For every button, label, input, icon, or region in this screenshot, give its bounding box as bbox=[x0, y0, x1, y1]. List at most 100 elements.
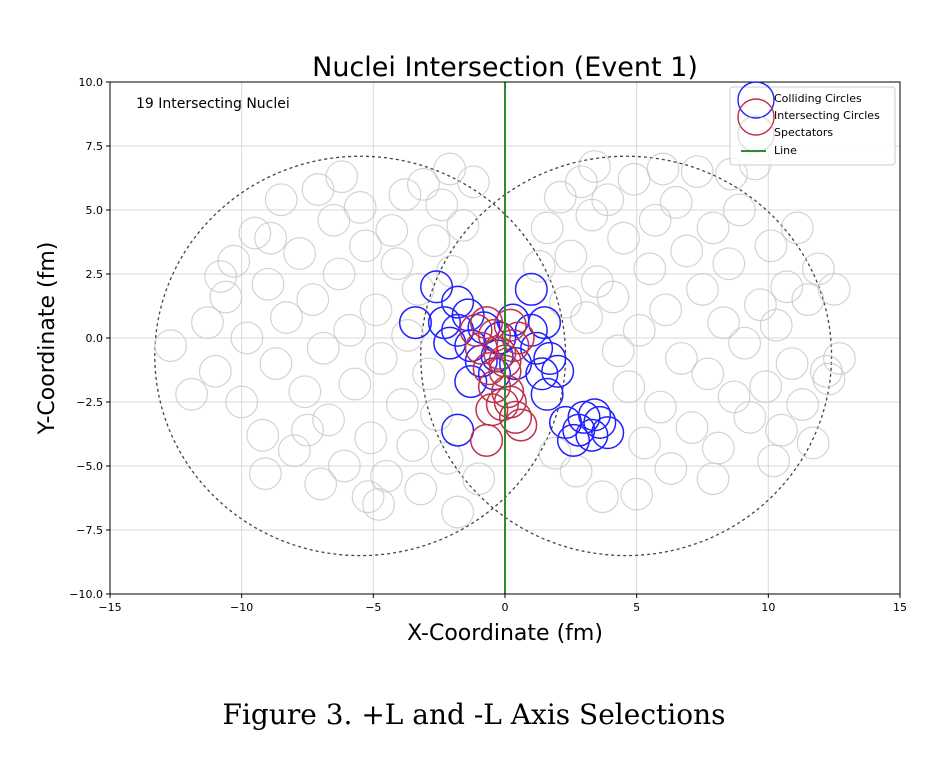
spectator-circle bbox=[288, 375, 322, 409]
x-axis-label: X-Coordinate (fm) bbox=[407, 621, 603, 646]
colliding-circle bbox=[541, 354, 575, 388]
spectator-circle bbox=[522, 249, 556, 283]
x-tick-label: 10 bbox=[761, 601, 775, 614]
spectator-circle bbox=[370, 459, 403, 493]
colliding-circle bbox=[433, 326, 467, 360]
spectator-circle bbox=[670, 234, 704, 268]
spectator-circle bbox=[425, 188, 459, 222]
colliding-circle bbox=[583, 405, 617, 440]
legend-intersecting-marker bbox=[737, 98, 775, 136]
x-tick-label: −15 bbox=[98, 601, 121, 614]
spectator-circle bbox=[277, 434, 311, 468]
colliding-circle bbox=[591, 416, 625, 450]
spectator-circle bbox=[691, 357, 725, 391]
colliding-circle bbox=[567, 400, 601, 434]
spectator-circle bbox=[154, 329, 187, 363]
spectator-circle bbox=[823, 342, 856, 375]
colliding-circle bbox=[498, 347, 533, 381]
spectator-circle bbox=[696, 462, 730, 496]
y-axis-label: Y-Coordinate (fm) bbox=[35, 242, 60, 436]
spectator-circle bbox=[198, 354, 232, 388]
x-tick-label: 5 bbox=[633, 601, 640, 614]
spectator-circle bbox=[291, 413, 324, 447]
spectator-circle bbox=[796, 426, 830, 460]
spectator-circle bbox=[654, 452, 688, 485]
spectator-circle bbox=[728, 326, 762, 360]
y-tick-label: 7.5 bbox=[86, 140, 104, 153]
spectator-circle bbox=[333, 313, 367, 347]
spectator-circles bbox=[154, 147, 856, 529]
spectator-circle bbox=[312, 403, 345, 437]
spectator-circle bbox=[225, 385, 259, 419]
spectator-circle bbox=[401, 272, 435, 306]
spectator-circle bbox=[270, 301, 303, 334]
spectator-circle bbox=[362, 488, 396, 521]
spectator-circle bbox=[638, 203, 672, 237]
spectator-circle bbox=[259, 347, 293, 381]
spectator-circle bbox=[633, 252, 667, 286]
spectator-circle bbox=[385, 388, 419, 421]
legend-intersecting-label: Intersecting Circles bbox=[774, 109, 880, 122]
spectator-circle bbox=[264, 183, 298, 217]
spectator-circle bbox=[646, 152, 680, 186]
spectator-circle bbox=[757, 444, 790, 478]
spectator-circle bbox=[775, 347, 809, 381]
spectator-circle bbox=[754, 229, 788, 263]
spectator-circle bbox=[717, 380, 751, 414]
y-tick-label: 5.0 bbox=[86, 204, 104, 217]
spectator-circle bbox=[417, 224, 451, 258]
y-tick-label: −2.5 bbox=[76, 396, 103, 409]
spectator-circle bbox=[712, 247, 746, 281]
colliding-circle bbox=[530, 377, 564, 411]
spectator-circle bbox=[349, 229, 382, 263]
spectator-circle bbox=[680, 155, 714, 189]
spectator-circle bbox=[530, 211, 564, 245]
spectator-circle bbox=[457, 165, 490, 199]
spectator-circle bbox=[801, 252, 835, 286]
spectator-circle bbox=[406, 167, 440, 201]
spectator-circle bbox=[791, 283, 825, 317]
spectator-circle bbox=[817, 272, 851, 306]
spectator-circle bbox=[462, 462, 496, 496]
spectator-circle bbox=[283, 237, 317, 270]
spectator-circle bbox=[388, 178, 422, 212]
intersecting-circle bbox=[501, 321, 535, 355]
spectator-circle bbox=[570, 301, 604, 334]
spectator-circle bbox=[351, 480, 385, 514]
spectator-circle bbox=[620, 477, 654, 511]
y-tick-label: 2.5 bbox=[86, 268, 104, 281]
colliding-circle bbox=[533, 341, 567, 376]
spectator-circle bbox=[175, 377, 209, 411]
legend: Colliding Circles Intersecting Circles S… bbox=[729, 81, 896, 166]
spectator-circle bbox=[354, 421, 388, 455]
legend-spectators-label: Spectators bbox=[774, 126, 833, 139]
spectator-circle bbox=[696, 211, 730, 245]
intersecting-circle bbox=[459, 313, 493, 347]
spectator-circle bbox=[254, 221, 288, 255]
spectator-circle bbox=[296, 283, 330, 317]
spectator-circle bbox=[327, 449, 361, 483]
spectator-circle bbox=[649, 293, 683, 327]
spectator-circle bbox=[596, 280, 630, 314]
spectator-circle bbox=[306, 331, 340, 365]
spectator-circle bbox=[317, 203, 351, 237]
spectator-circle bbox=[230, 321, 264, 355]
axis-ticks: −15 −10 −5 0 5 10 15 −10.0 −7.5 −5.0 −2.5 0.0 2.5 5.0… bbox=[69, 76, 907, 614]
spectator-circle bbox=[780, 211, 814, 245]
spectator-circle bbox=[246, 418, 280, 452]
spectator-circle bbox=[359, 293, 393, 327]
legend-colliding-label: Colliding Circles bbox=[774, 92, 862, 105]
spectator-circle bbox=[643, 390, 677, 424]
spectator-circle bbox=[607, 221, 640, 255]
spectator-circle bbox=[248, 457, 282, 491]
intersecting-circle bbox=[470, 423, 504, 457]
figure-caption: Figure 3. +L and -L Axis Selections bbox=[222, 698, 726, 731]
spectator-circle bbox=[538, 436, 572, 470]
y-tick-label: −10.0 bbox=[69, 588, 103, 601]
spectator-circle bbox=[759, 308, 793, 342]
spectator-circle bbox=[812, 362, 846, 396]
spectator-circle bbox=[364, 342, 398, 375]
colliding-circle bbox=[527, 306, 562, 340]
colliding-circle bbox=[556, 423, 591, 457]
legend-colliding-marker bbox=[737, 81, 775, 119]
